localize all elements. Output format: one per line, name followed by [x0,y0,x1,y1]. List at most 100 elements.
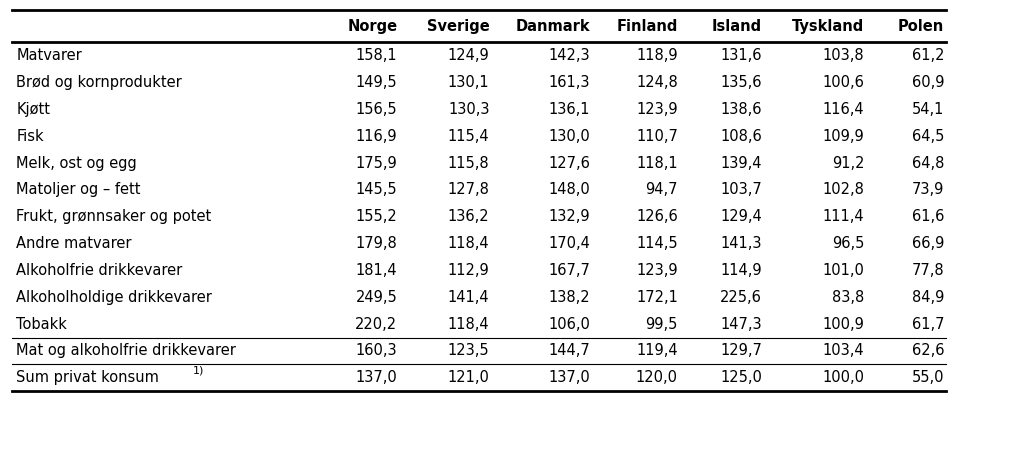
Text: 91,2: 91,2 [831,156,864,170]
Text: 108,6: 108,6 [720,129,762,144]
Text: 158,1: 158,1 [355,48,397,63]
Text: Melk, ost og egg: Melk, ost og egg [16,156,137,170]
Text: 144,7: 144,7 [548,344,590,359]
Text: 179,8: 179,8 [355,236,397,251]
Text: 64,5: 64,5 [911,129,944,144]
Text: 112,9: 112,9 [447,263,489,278]
Text: 115,4: 115,4 [447,129,489,144]
Text: 109,9: 109,9 [822,129,864,144]
Text: 147,3: 147,3 [720,317,762,331]
Text: 64,8: 64,8 [911,156,944,170]
Text: 114,9: 114,9 [720,263,762,278]
Text: 142,3: 142,3 [548,48,590,63]
Text: 102,8: 102,8 [822,183,864,198]
Text: Alkoholholdige drikkevarer: Alkoholholdige drikkevarer [16,290,212,305]
Text: 99,5: 99,5 [645,317,678,331]
Text: 103,4: 103,4 [822,344,864,359]
Text: 116,4: 116,4 [822,102,864,117]
Text: 120,0: 120,0 [636,370,678,385]
Text: 111,4: 111,4 [822,209,864,224]
Text: 124,9: 124,9 [447,48,489,63]
Text: Mat og alkoholfrie drikkevarer: Mat og alkoholfrie drikkevarer [16,344,237,359]
Text: 127,6: 127,6 [548,156,590,170]
Text: Polen: Polen [898,19,944,34]
Text: Tyskland: Tyskland [792,19,864,34]
Text: 1): 1) [193,365,204,375]
Text: 83,8: 83,8 [833,290,864,305]
Text: 170,4: 170,4 [548,236,590,251]
Text: Frukt, grønnsaker og potet: Frukt, grønnsaker og potet [16,209,212,224]
Text: 130,0: 130,0 [548,129,590,144]
Text: 124,8: 124,8 [636,75,678,90]
Text: 129,4: 129,4 [720,209,762,224]
Text: Tobakk: Tobakk [16,317,68,331]
Text: 139,4: 139,4 [720,156,762,170]
Text: 118,1: 118,1 [636,156,678,170]
Text: 136,2: 136,2 [447,209,489,224]
Text: 130,1: 130,1 [447,75,489,90]
Text: 114,5: 114,5 [636,236,678,251]
Text: 160,3: 160,3 [355,344,397,359]
Text: 138,6: 138,6 [720,102,762,117]
Text: 123,9: 123,9 [636,102,678,117]
Text: Andre matvarer: Andre matvarer [16,236,132,251]
Text: 156,5: 156,5 [355,102,397,117]
Text: Fisk: Fisk [16,129,44,144]
Text: 123,9: 123,9 [636,263,678,278]
Text: 155,2: 155,2 [355,209,397,224]
Text: 84,9: 84,9 [911,290,944,305]
Text: 103,7: 103,7 [720,183,762,198]
Text: 123,5: 123,5 [447,344,489,359]
Text: 61,2: 61,2 [911,48,944,63]
Text: 62,6: 62,6 [911,344,944,359]
Text: 220,2: 220,2 [355,317,397,331]
Text: 118,4: 118,4 [447,236,489,251]
Text: 61,6: 61,6 [911,209,944,224]
Text: 110,7: 110,7 [636,129,678,144]
Text: 100,9: 100,9 [822,317,864,331]
Text: 137,0: 137,0 [548,370,590,385]
Text: 127,8: 127,8 [447,183,489,198]
Text: Matvarer: Matvarer [16,48,82,63]
Text: 137,0: 137,0 [355,370,397,385]
Text: 225,6: 225,6 [720,290,762,305]
Text: 118,9: 118,9 [636,48,678,63]
Text: 172,1: 172,1 [636,290,678,305]
Text: 136,1: 136,1 [548,102,590,117]
Text: 101,0: 101,0 [822,263,864,278]
Text: 100,6: 100,6 [822,75,864,90]
Text: 167,7: 167,7 [548,263,590,278]
Text: Island: Island [712,19,762,34]
Text: Sum privat konsum: Sum privat konsum [16,370,160,385]
Text: 125,0: 125,0 [720,370,762,385]
Text: 138,2: 138,2 [548,290,590,305]
Text: 175,9: 175,9 [355,156,397,170]
Text: Matoljer og – fett: Matoljer og – fett [16,183,141,198]
Text: 96,5: 96,5 [831,236,864,251]
Text: 131,6: 131,6 [720,48,762,63]
Text: Norge: Norge [347,19,397,34]
Text: 60,9: 60,9 [911,75,944,90]
Text: 126,6: 126,6 [636,209,678,224]
Text: 103,8: 103,8 [822,48,864,63]
Text: 132,9: 132,9 [548,209,590,224]
Text: 249,5: 249,5 [355,290,397,305]
Text: 115,8: 115,8 [447,156,489,170]
Text: 54,1: 54,1 [911,102,944,117]
Text: 149,5: 149,5 [355,75,397,90]
Text: 141,4: 141,4 [447,290,489,305]
Text: Brød og kornprodukter: Brød og kornprodukter [16,75,182,90]
Text: 130,3: 130,3 [447,102,489,117]
Text: 119,4: 119,4 [636,344,678,359]
Text: Sverige: Sverige [427,19,489,34]
Text: 121,0: 121,0 [447,370,489,385]
Text: 141,3: 141,3 [720,236,762,251]
Text: 135,6: 135,6 [720,75,762,90]
Text: 106,0: 106,0 [548,317,590,331]
Text: 161,3: 161,3 [548,75,590,90]
Text: Kjøtt: Kjøtt [16,102,50,117]
Text: 55,0: 55,0 [911,370,944,385]
Text: 181,4: 181,4 [355,263,397,278]
Text: 77,8: 77,8 [911,263,944,278]
Text: 94,7: 94,7 [645,183,678,198]
